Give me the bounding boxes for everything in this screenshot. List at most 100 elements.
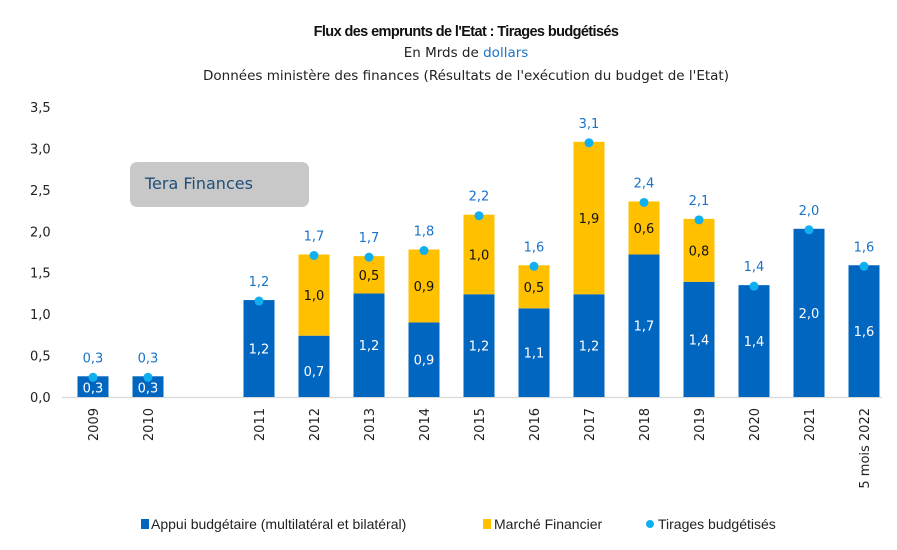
x-tick-label: 2017 (583, 408, 598, 441)
point-label-tirages: 1,6 (524, 240, 545, 255)
point-label-tirages: 0,3 (138, 351, 159, 366)
y-tick-label: 3,0 (30, 142, 51, 157)
chart-subtitle: En Mrds de dollars (404, 45, 529, 61)
bar-stack: 2,0 (793, 228, 825, 397)
x-tick-label: 2021 (803, 408, 818, 441)
bar-stack: 1,7 0,6 (628, 201, 660, 397)
point-tirages (584, 138, 594, 148)
point-tirages (749, 281, 759, 291)
y-axis: 0,0 0,5 1,0 1,5 2,0 2,5 3,0 3,5 (30, 101, 51, 406)
bar-marche (628, 201, 660, 255)
bar-label-marche: 1,0 (469, 248, 490, 263)
x-tick-label: 2014 (418, 408, 433, 441)
legend-swatch-appui (141, 519, 149, 529)
bar-label-appui: 1,2 (469, 340, 490, 355)
point-label-tirages: 3,1 (579, 117, 600, 132)
legend-label-tirages: Tirages budgétisés (658, 516, 776, 532)
bar-appui (683, 281, 715, 397)
bar-label-appui: 1,6 (854, 325, 875, 340)
y-tick-label: 1,0 (30, 308, 51, 323)
bar-label-appui: 1,7 (634, 320, 655, 335)
legend-label-marche: Marché Financier (494, 516, 602, 532)
bar-label-marche: 1,0 (304, 289, 325, 304)
bar-stack: 0,3 (132, 376, 164, 397)
chart-title: Flux des emprunts de l'Etat : Tirages bu… (314, 24, 619, 40)
bar-stack: 0,9 0,9 (408, 249, 440, 397)
bar-label-appui: 0,3 (83, 382, 104, 397)
point-label-tirages: 1,4 (744, 260, 765, 275)
bar-appui (77, 376, 109, 397)
x-tick-label: 2011 (253, 408, 268, 441)
point-tirages (804, 225, 814, 235)
bar-label-marche: 0,5 (524, 281, 545, 296)
bar-stack: 0,3 (77, 376, 109, 397)
point-label-tirages: 2,0 (799, 204, 820, 219)
x-axis: 2009 2010 2011 2012 2013 2014 2015 2016 2017 2018… (87, 408, 873, 489)
point-label-tirages: 1,7 (304, 229, 325, 244)
y-tick-label: 2,0 (30, 225, 51, 240)
x-tick-label: 2019 (693, 408, 708, 441)
bar-marche (573, 141, 605, 295)
point-tirages (254, 296, 264, 306)
point-tirages (694, 215, 704, 225)
bar-label-marche: 0,9 (414, 280, 435, 295)
y-tick-label: 1,5 (30, 267, 51, 282)
bar-label-appui: 1,2 (249, 343, 270, 358)
bar-label-appui: 1,2 (579, 340, 600, 355)
x-tick-label: 2015 (473, 408, 488, 441)
point-tirages (529, 261, 539, 271)
point-label-tirages: 2,1 (689, 194, 710, 209)
bar-marche (298, 254, 330, 336)
x-tick-label: 2010 (142, 408, 157, 441)
bar-appui (848, 265, 880, 397)
bar-appui (132, 376, 164, 397)
bar-appui (243, 300, 275, 397)
bar-marche (463, 214, 495, 295)
watermark-background (130, 162, 309, 207)
point-label-tirages: 2,2 (469, 190, 490, 205)
bar-appui (463, 294, 495, 397)
point-label-tirages: 1,8 (414, 225, 435, 240)
point-tirages (639, 197, 649, 207)
bar-appui (353, 293, 385, 397)
legend-label-appui: Appui budgétaire (multilatéral et bilaté… (151, 516, 406, 532)
chart-source: Données ministère des finances (Résultat… (203, 68, 729, 84)
bar-appui (518, 308, 550, 397)
legend-swatch-tirages (646, 520, 654, 528)
x-tick-label: 2020 (748, 408, 763, 441)
bar-label-marche: 1,9 (579, 212, 600, 227)
point-label-tirages: 0,3 (83, 351, 104, 366)
legend: Appui budgétaire (multilatéral et bilaté… (141, 516, 776, 532)
bar-label-appui: 1,2 (359, 339, 380, 354)
bar-label-appui: 1,4 (689, 333, 710, 348)
subtitle-accent: dollars (483, 45, 528, 61)
bar-appui (573, 294, 605, 397)
y-tick-label: 3,5 (30, 101, 51, 116)
y-tick-label: 0,0 (30, 391, 51, 406)
bar-label-appui: 0,7 (304, 365, 325, 380)
bar-label-appui: 1,1 (524, 347, 545, 362)
point-tirages (143, 372, 153, 382)
x-tick-label: 5 mois 2022 (858, 408, 873, 489)
x-tick-label: 2016 (528, 408, 543, 441)
bar-appui (738, 285, 770, 397)
bars: 0,3 0,3 1,2 0,7 1,0 1,2 0,5 0,90,9 1,2 1,0 1,1 0,5 1… (77, 141, 880, 397)
subtitle-prefix: En Mrds de (404, 45, 483, 61)
bar-stack: 1,6 (848, 265, 880, 397)
point-tirages (309, 250, 319, 260)
point-tirages (859, 261, 869, 271)
bar-label-appui: 1,4 (744, 335, 765, 350)
point-label-tirages: 1,7 (359, 231, 380, 246)
point-tirages (474, 211, 484, 221)
point-label-tirages: 2,4 (634, 176, 655, 191)
bar-marche (353, 256, 385, 294)
y-tick-label: 2,5 (30, 184, 51, 199)
points: 0,3 0,3 1,2 1,7 1,7 1,8 2,2 1,6 3,1 2,4 2,1 1,4 2,0 1… (83, 117, 874, 382)
bar-label-marche: 0,5 (359, 269, 380, 284)
point-tirages (88, 372, 98, 382)
bar-marche (518, 265, 550, 309)
bar-label-appui: 2,0 (799, 307, 820, 322)
x-tick-label: 2012 (308, 408, 323, 441)
bar-stack: 0,7 1,0 (298, 254, 330, 397)
